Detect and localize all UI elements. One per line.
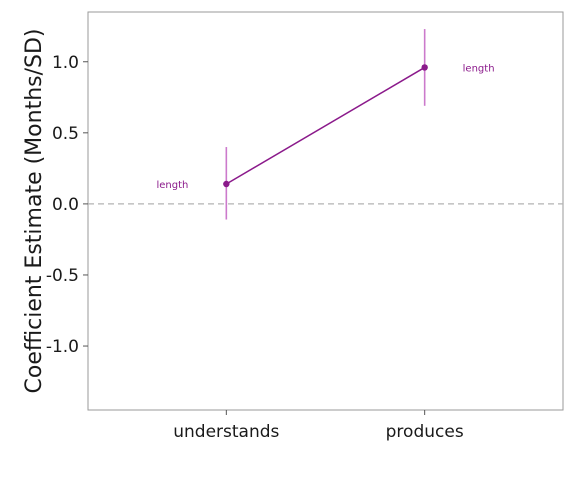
plot-panel [87,11,564,411]
data-point [223,180,230,188]
y-tick-label: -0.5 [46,266,79,286]
y-tick-label: -1.0 [46,337,79,357]
point-label: length [156,180,188,191]
series-line [225,66,426,185]
data-point [421,64,428,71]
point-label: length [463,63,495,74]
series-layer: length length [156,29,495,220]
x-tick-label: understands [173,422,279,442]
x-tick-label: produces [386,422,464,442]
y-tick-label: 0.0 [52,195,79,215]
y-tick-label: 1.0 [52,53,79,73]
x-axis: understands produces [173,410,464,442]
y-tick-label: 0.5 [52,124,79,144]
y-axis-title: Coefficient Estimate (Months/SD) [22,29,47,394]
y-axis: 1.0 0.5 0.0 -0.5 -1.0 [46,53,88,357]
